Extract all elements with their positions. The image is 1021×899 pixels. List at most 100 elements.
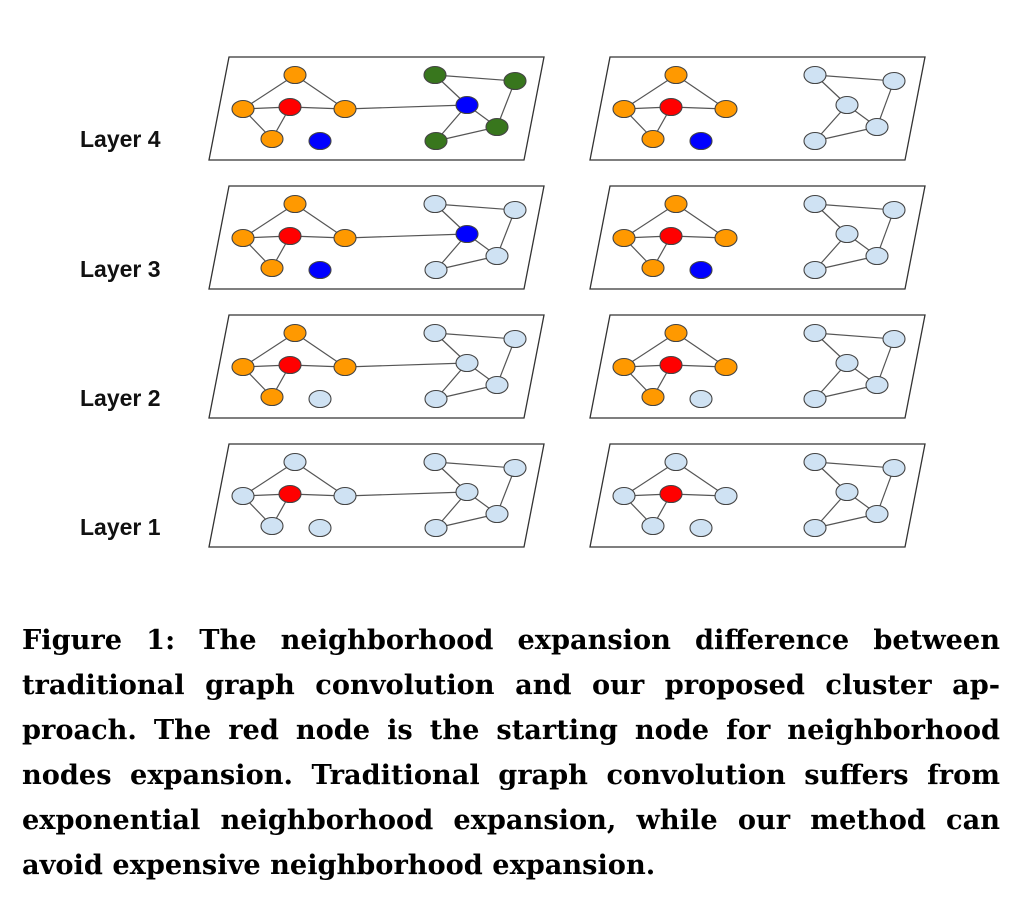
graph-node bbox=[455, 95, 479, 115]
graph-node bbox=[231, 228, 255, 248]
graph-node bbox=[835, 224, 859, 244]
graph-panel bbox=[208, 56, 545, 161]
figure-caption: Figure 1: The neighborhood expansion dif… bbox=[22, 624, 1000, 881]
graph-node bbox=[260, 516, 284, 536]
graph-node bbox=[612, 99, 636, 119]
graph-node bbox=[423, 65, 447, 85]
graph-edge bbox=[814, 203, 895, 211]
graph-node bbox=[333, 228, 357, 248]
graph-edge bbox=[814, 461, 895, 469]
layer-label-2: Layer 2 bbox=[80, 385, 161, 411]
graph-node bbox=[689, 131, 713, 151]
graph-node bbox=[865, 246, 889, 266]
graph-node bbox=[503, 329, 527, 349]
graph-node bbox=[865, 117, 889, 137]
graph-node bbox=[503, 71, 527, 91]
graph-node bbox=[485, 504, 509, 524]
graph-node bbox=[455, 224, 479, 244]
graph-edge bbox=[434, 332, 516, 340]
start-node bbox=[278, 484, 302, 504]
graph-node bbox=[803, 260, 827, 280]
graph-node bbox=[803, 452, 827, 472]
graph-node bbox=[664, 323, 688, 343]
graph-node bbox=[612, 228, 636, 248]
graph-edge bbox=[344, 491, 468, 497]
graph-node bbox=[424, 131, 448, 151]
graph-node bbox=[485, 375, 509, 395]
graph-node bbox=[882, 200, 906, 220]
graph-node bbox=[714, 228, 738, 248]
graph-node bbox=[503, 458, 527, 478]
graph-node bbox=[803, 65, 827, 85]
graph-node bbox=[423, 323, 447, 343]
graph-node bbox=[882, 329, 906, 349]
graph-diagram bbox=[208, 56, 926, 548]
graph-node bbox=[641, 258, 665, 278]
layer-label-3: Layer 3 bbox=[80, 256, 161, 282]
graph-node bbox=[835, 482, 859, 502]
graph-node bbox=[803, 131, 827, 151]
graph-node bbox=[882, 458, 906, 478]
graph-node bbox=[424, 518, 448, 538]
graph-node bbox=[714, 99, 738, 119]
graph-node bbox=[231, 357, 255, 377]
graph-node bbox=[835, 353, 859, 373]
graph-node bbox=[231, 99, 255, 119]
graph-edge bbox=[434, 74, 516, 82]
start-node bbox=[278, 97, 302, 117]
graph-node bbox=[308, 260, 332, 280]
graph-node bbox=[689, 260, 713, 280]
graph-node bbox=[612, 357, 636, 377]
graph-node bbox=[835, 95, 859, 115]
graph-node bbox=[423, 194, 447, 214]
graph-node bbox=[612, 486, 636, 506]
graph-panel bbox=[589, 185, 926, 290]
layer-label-1: Layer 1 bbox=[80, 514, 161, 540]
graph-node bbox=[283, 194, 307, 214]
graph-node bbox=[714, 357, 738, 377]
graph-node bbox=[641, 387, 665, 407]
graph-node bbox=[423, 452, 447, 472]
graph-panel bbox=[208, 314, 545, 419]
graph-node bbox=[803, 518, 827, 538]
start-node bbox=[278, 355, 302, 375]
graph-node bbox=[689, 518, 713, 538]
graph-node bbox=[485, 246, 509, 266]
graph-node bbox=[308, 389, 332, 409]
graph-node bbox=[641, 129, 665, 149]
graph-node bbox=[803, 194, 827, 214]
graph-node bbox=[714, 486, 738, 506]
start-node bbox=[659, 355, 683, 375]
graph-node bbox=[283, 65, 307, 85]
graph-node bbox=[664, 194, 688, 214]
graph-node bbox=[689, 389, 713, 409]
graph-node bbox=[424, 389, 448, 409]
graph-node bbox=[803, 323, 827, 343]
graph-node bbox=[333, 486, 357, 506]
graph-figure: Layer 4 Layer 3 Layer 2 Layer 1 bbox=[80, 56, 926, 548]
start-node bbox=[278, 226, 302, 246]
graph-panel bbox=[589, 56, 926, 161]
start-node bbox=[659, 226, 683, 246]
start-node bbox=[659, 484, 683, 504]
graph-node bbox=[308, 131, 332, 151]
graph-edge bbox=[344, 233, 468, 239]
graph-node bbox=[882, 71, 906, 91]
graph-node bbox=[424, 260, 448, 280]
layer-label-4: Layer 4 bbox=[80, 126, 161, 152]
graph-edge bbox=[434, 461, 516, 469]
graph-node bbox=[283, 452, 307, 472]
graph-node bbox=[641, 516, 665, 536]
start-node bbox=[659, 97, 683, 117]
graph-node bbox=[664, 65, 688, 85]
graph-node bbox=[260, 387, 284, 407]
graph-node bbox=[865, 504, 889, 524]
graph-node bbox=[865, 375, 889, 395]
graph-node bbox=[308, 518, 332, 538]
graph-panel bbox=[208, 443, 545, 548]
graph-node bbox=[231, 486, 255, 506]
graph-edge bbox=[344, 362, 468, 368]
graph-node bbox=[283, 323, 307, 343]
graph-edge bbox=[814, 74, 895, 82]
graph-edge bbox=[344, 104, 468, 110]
